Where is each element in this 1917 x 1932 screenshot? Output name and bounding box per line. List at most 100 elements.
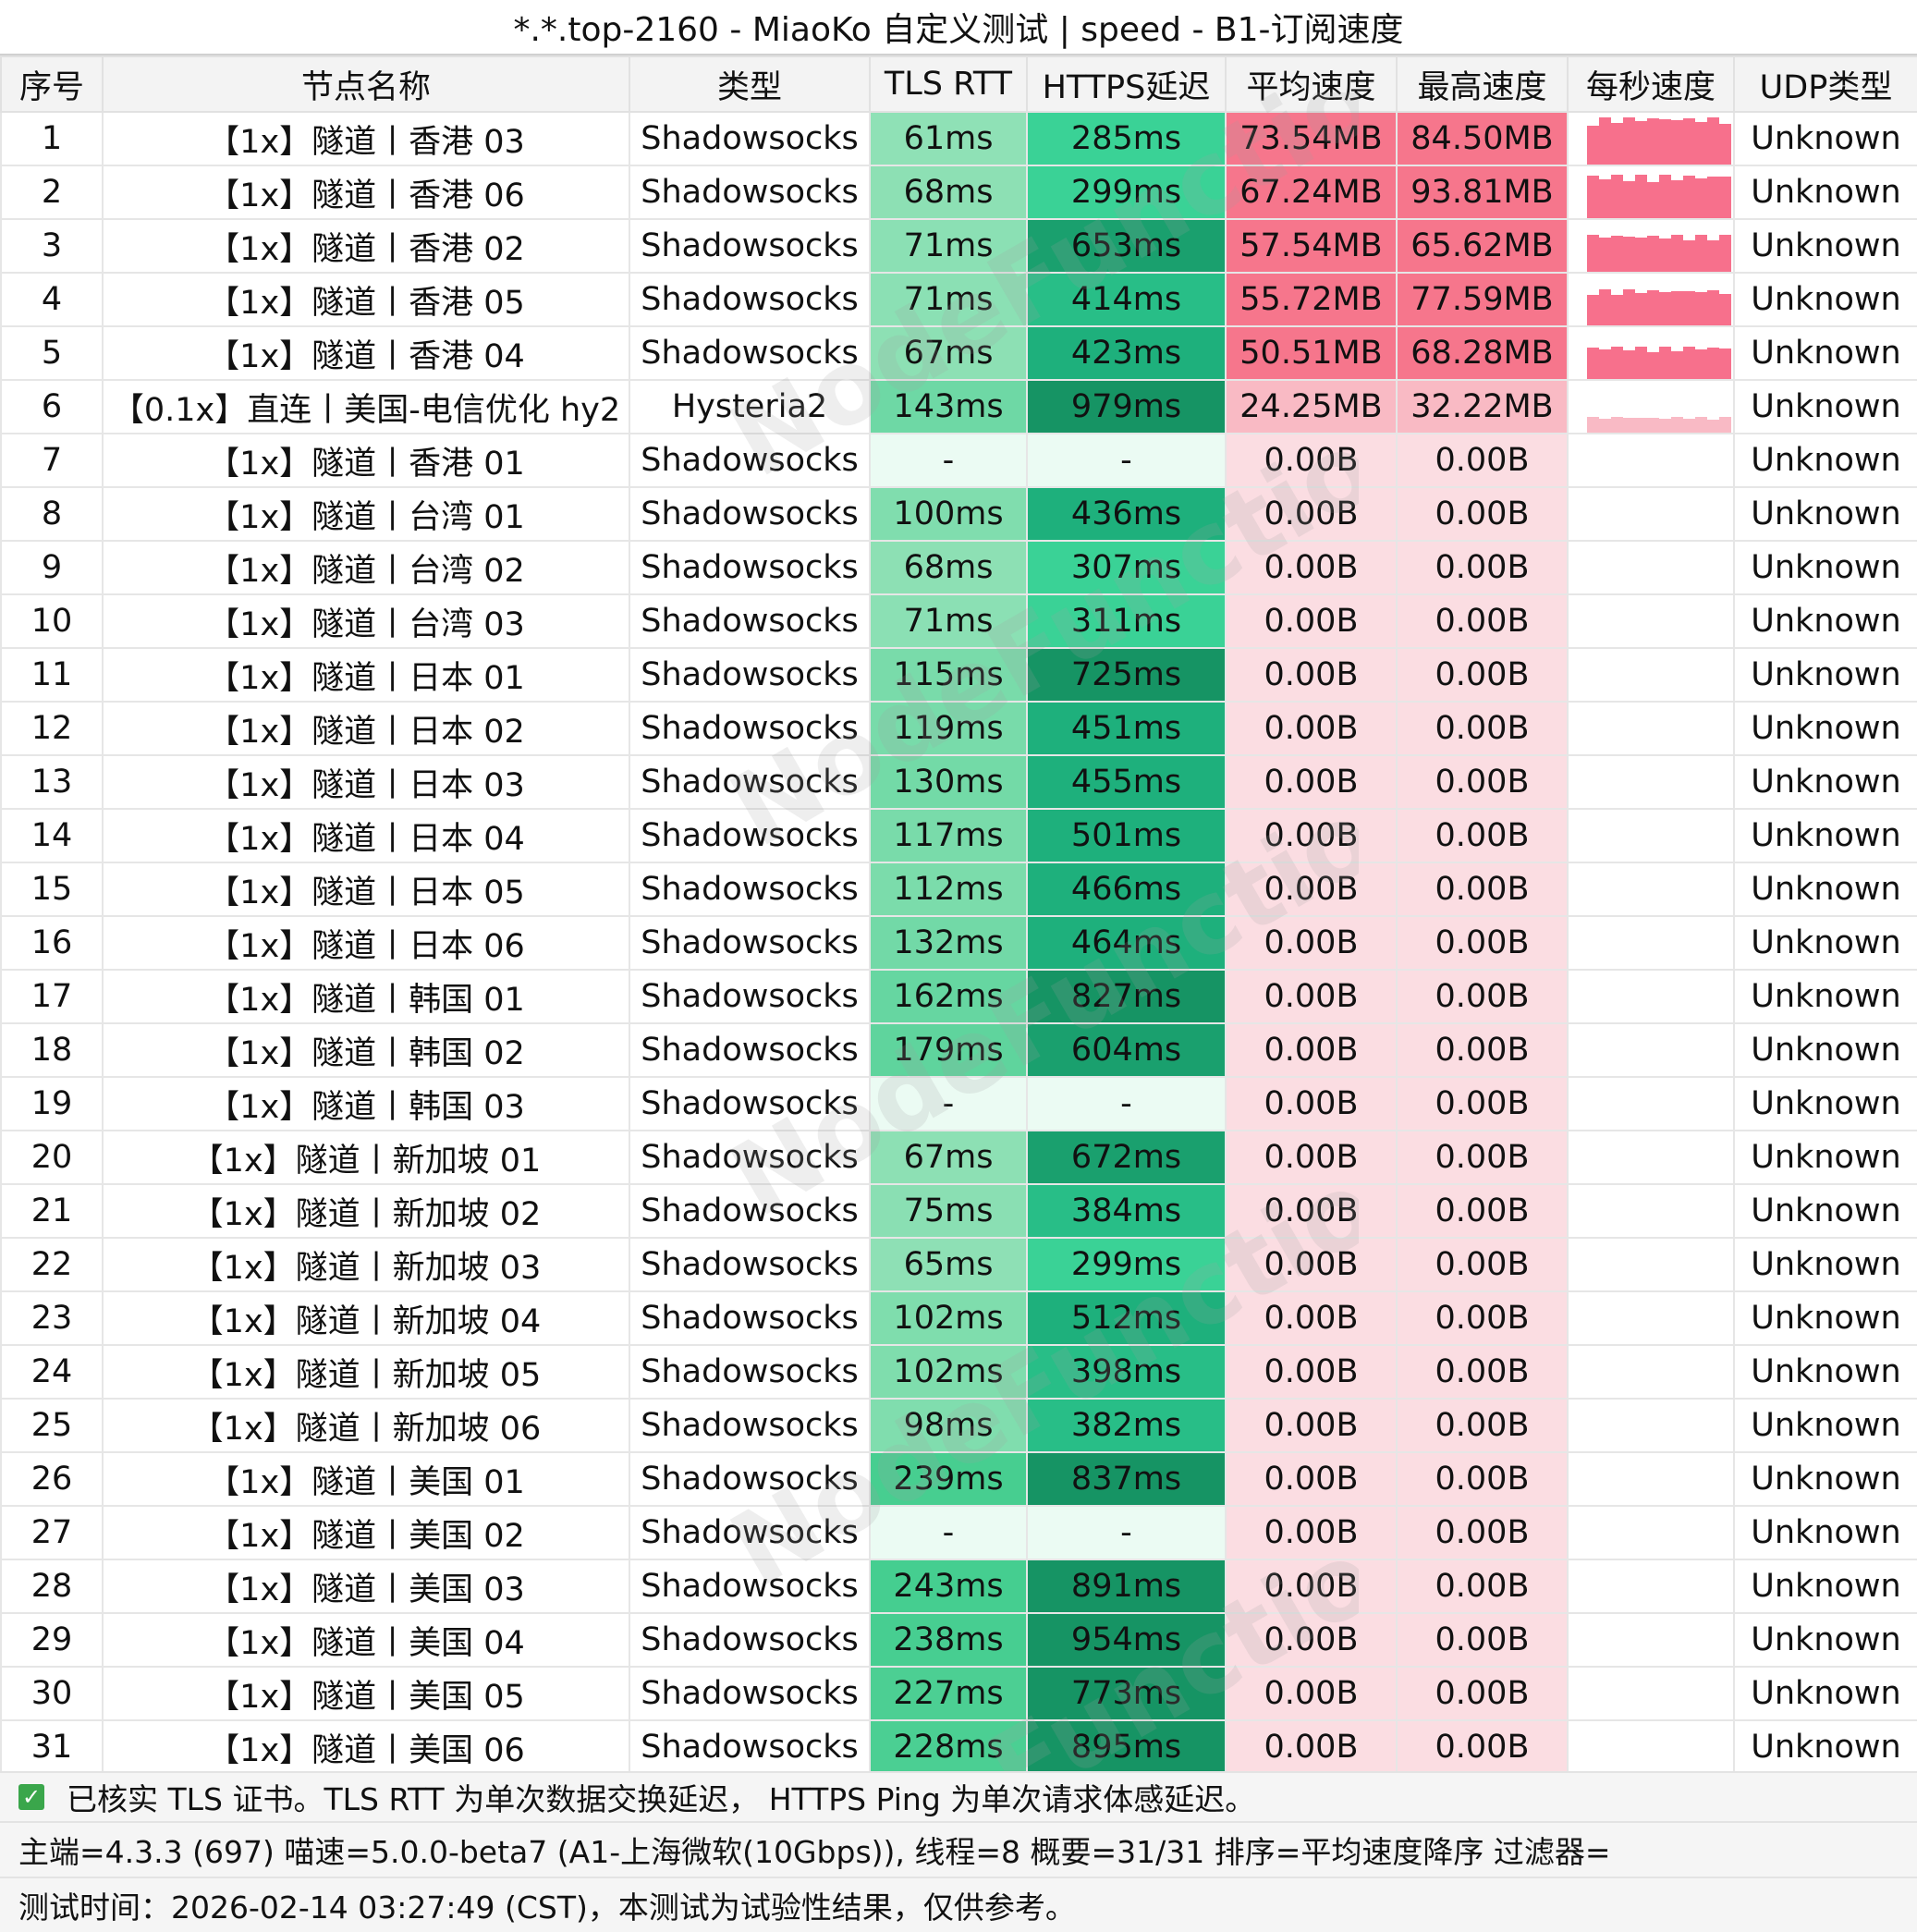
max-speed-cell: 0.00B bbox=[1396, 754, 1569, 810]
table-row: 5 【1x】隧道丨香港 04 Shadowsocks 67ms 423ms 50.51MB… bbox=[0, 325, 1917, 381]
speed-bar bbox=[1659, 419, 1671, 432]
index-cell: 9 bbox=[0, 540, 104, 595]
avg-speed-cell: 0.00B bbox=[1225, 969, 1398, 1024]
speed-bar bbox=[1611, 123, 1623, 164]
tls-rtt-cell: 239ms bbox=[869, 1451, 1028, 1507]
udp-type-cell: Unknown bbox=[1733, 647, 1917, 703]
index-cell: 21 bbox=[0, 1183, 104, 1239]
per-second-speed-cell bbox=[1567, 1612, 1735, 1668]
per-second-speed-cell bbox=[1567, 1183, 1735, 1239]
node-name-cell: 【1x】隧道丨香港 01 bbox=[102, 433, 630, 488]
node-name-cell: 【1x】隧道丨新加坡 01 bbox=[102, 1130, 630, 1185]
speed-bar bbox=[1623, 237, 1635, 271]
per-second-speed-cell bbox=[1567, 647, 1735, 703]
per-second-speed-cell bbox=[1567, 593, 1735, 649]
tls-rtt-cell: 68ms bbox=[869, 165, 1028, 220]
speed-sparkline bbox=[1587, 289, 1731, 324]
max-speed-cell: 0.00B bbox=[1396, 540, 1569, 595]
https-delay-cell: 954ms bbox=[1026, 1612, 1227, 1668]
udp-type-cell: Unknown bbox=[1733, 1398, 1917, 1453]
per-second-speed-cell bbox=[1567, 701, 1735, 756]
col-header-tls-rtt: TLS RTT bbox=[869, 55, 1028, 113]
speed-bar bbox=[1719, 417, 1731, 432]
node-name-cell: 【1x】隧道丨韩国 01 bbox=[102, 969, 630, 1024]
udp-type-cell: Unknown bbox=[1733, 808, 1917, 863]
speed-bar bbox=[1671, 291, 1683, 324]
speed-bar bbox=[1647, 352, 1659, 378]
speed-bar bbox=[1587, 417, 1599, 432]
per-second-speed-cell bbox=[1567, 1398, 1735, 1453]
index-cell: 25 bbox=[0, 1398, 104, 1453]
https-delay-cell: 466ms bbox=[1026, 862, 1227, 917]
speed-bar bbox=[1635, 418, 1647, 432]
table-row: 30 【1x】隧道丨美国 05 Shadowsocks 227ms 773ms 0.00B… bbox=[0, 1666, 1917, 1721]
table-row: 12 【1x】隧道丨日本 02 Shadowsocks 119ms 451ms 0.00B… bbox=[0, 701, 1917, 756]
speed-bar bbox=[1695, 292, 1707, 324]
avg-speed-cell: 0.00B bbox=[1225, 1559, 1398, 1614]
speed-bar bbox=[1671, 180, 1683, 217]
tls-rtt-cell: 71ms bbox=[869, 218, 1028, 274]
index-cell: 29 bbox=[0, 1612, 104, 1668]
speed-bar bbox=[1623, 418, 1635, 432]
table-row: 19 【1x】隧道丨韩国 03 Shadowsocks - -0.00B 0.00B Unk… bbox=[0, 1076, 1917, 1131]
avg-speed-cell: 0.00B bbox=[1225, 593, 1398, 649]
node-name-cell: 【1x】隧道丨美国 06 bbox=[102, 1719, 630, 1775]
speed-bar bbox=[1719, 235, 1731, 271]
index-cell: 19 bbox=[0, 1076, 104, 1131]
per-second-speed-cell bbox=[1567, 433, 1735, 488]
speed-bar bbox=[1635, 175, 1647, 217]
avg-speed-cell: 0.00B bbox=[1225, 808, 1398, 863]
speed-bar bbox=[1599, 349, 1611, 378]
speed-bar bbox=[1671, 235, 1683, 271]
max-speed-cell: 0.00B bbox=[1396, 1076, 1569, 1131]
speed-bar bbox=[1683, 118, 1695, 164]
max-speed-cell: 0.00B bbox=[1396, 593, 1569, 649]
https-delay-cell: 311ms bbox=[1026, 593, 1227, 649]
speed-bar bbox=[1611, 417, 1623, 432]
speed-bar bbox=[1695, 235, 1707, 271]
per-second-speed-cell bbox=[1567, 1505, 1735, 1560]
speed-bar bbox=[1695, 417, 1707, 432]
avg-speed-cell: 73.54MB bbox=[1225, 111, 1398, 166]
https-delay-cell: 299ms bbox=[1026, 165, 1227, 220]
type-cell: Shadowsocks bbox=[629, 701, 871, 756]
udp-type-cell: Unknown bbox=[1733, 593, 1917, 649]
per-second-speed-cell bbox=[1567, 486, 1735, 542]
avg-speed-cell: 0.00B bbox=[1225, 1237, 1398, 1292]
per-second-speed-cell bbox=[1567, 1559, 1735, 1614]
index-cell: 16 bbox=[0, 915, 104, 971]
window-title: *.*.top-2160 - MiaoKo 自定义测试 | speed - B1… bbox=[0, 0, 1917, 55]
table-row: 23 【1x】隧道丨新加坡 04 Shadowsocks 102ms 512ms 0.00… bbox=[0, 1290, 1917, 1346]
type-cell: Shadowsocks bbox=[629, 218, 871, 274]
https-delay-cell: 436ms bbox=[1026, 486, 1227, 542]
https-delay-cell: 979ms bbox=[1026, 379, 1227, 434]
index-cell: 13 bbox=[0, 754, 104, 810]
table-row: 14 【1x】隧道丨日本 04 Shadowsocks 117ms 501ms 0.00B… bbox=[0, 808, 1917, 863]
per-second-speed-cell bbox=[1567, 540, 1735, 595]
udp-type-cell: Unknown bbox=[1733, 862, 1917, 917]
type-cell: Shadowsocks bbox=[629, 1290, 871, 1346]
https-delay-cell: 837ms bbox=[1026, 1451, 1227, 1507]
https-delay-cell: 604ms bbox=[1026, 1022, 1227, 1078]
per-second-speed-cell bbox=[1567, 969, 1735, 1024]
udp-type-cell: Unknown bbox=[1733, 1130, 1917, 1185]
udp-type-cell: Unknown bbox=[1733, 1183, 1917, 1239]
speed-bar bbox=[1671, 120, 1683, 164]
avg-speed-cell: 0.00B bbox=[1225, 862, 1398, 917]
col-header-node-name: 节点名称 bbox=[102, 55, 630, 113]
tls-rtt-cell: 143ms bbox=[869, 379, 1028, 434]
per-second-speed-cell bbox=[1567, 862, 1735, 917]
table-row: 4 【1x】隧道丨香港 05 Shadowsocks 71ms 414ms 55.72MB… bbox=[0, 272, 1917, 327]
speed-bar bbox=[1659, 292, 1671, 324]
index-cell: 20 bbox=[0, 1130, 104, 1185]
tls-rtt-cell: 130ms bbox=[869, 754, 1028, 810]
index-cell: 22 bbox=[0, 1237, 104, 1292]
speed-sparkline bbox=[1587, 417, 1731, 432]
max-speed-cell: 0.00B bbox=[1396, 486, 1569, 542]
max-speed-cell: 68.28MB bbox=[1396, 325, 1569, 381]
max-speed-cell: 0.00B bbox=[1396, 701, 1569, 756]
node-name-cell: 【1x】隧道丨台湾 02 bbox=[102, 540, 630, 595]
max-speed-cell: 0.00B bbox=[1396, 1344, 1569, 1400]
tls-rtt-cell: 227ms bbox=[869, 1666, 1028, 1721]
